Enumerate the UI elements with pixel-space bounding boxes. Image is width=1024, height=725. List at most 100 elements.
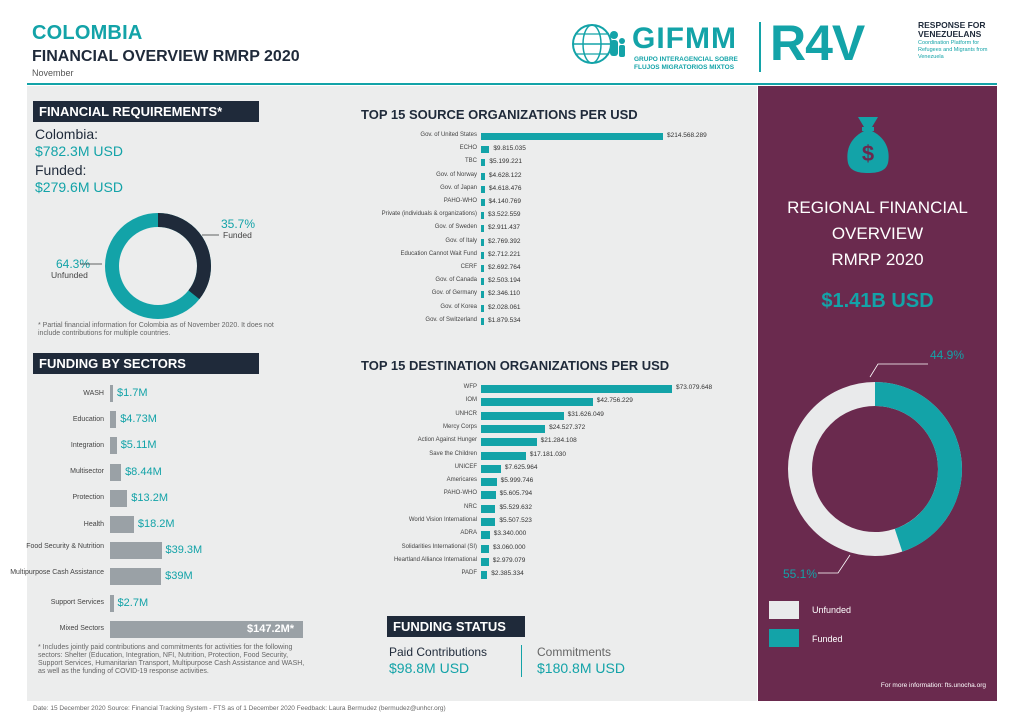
sector-label: WASH — [83, 389, 104, 397]
destination-value: $5.529.632 — [499, 503, 532, 511]
destination-value: $73.079.648 — [676, 384, 713, 391]
more-info-link[interactable]: For more information: fts.unocha.org — [880, 682, 986, 689]
colombia-unfunded-pct: 64.3% — [56, 257, 91, 271]
commitments-value: $180.8M USD — [537, 660, 625, 676]
source-label: PAHO-WHO — [443, 198, 477, 204]
financial-requirements-label: FINANCIAL REQUIREMENTS* — [33, 101, 259, 122]
r4v-logo-title: RESPONSE FOR VENEZUELANS — [918, 20, 986, 39]
regional-title-line-3: RMRP 2020 — [831, 250, 924, 269]
colombia-unfunded-word: Unfunded — [51, 270, 88, 280]
destination-label: ADRA — [460, 530, 477, 537]
source-label: Gov. of Canada — [435, 277, 477, 284]
source-bar — [481, 172, 485, 180]
header-divider — [27, 83, 997, 85]
source-label: Gov. of Italy — [445, 237, 477, 244]
funded-value: $279.6M USD — [35, 179, 123, 195]
regional-title-line-2: OVERVIEW — [831, 224, 924, 243]
destination-value: $5.507.523 — [499, 517, 532, 524]
source-value: $5.199.221 — [489, 158, 522, 166]
colombia-funding-donut — [105, 213, 211, 319]
source-label: CERF — [460, 264, 477, 270]
destination-label: Action Against Hunger — [417, 437, 477, 444]
sector-value: $2.7M — [117, 596, 149, 609]
sector-bar — [110, 594, 114, 612]
source-value: $214.568.289 — [667, 132, 707, 139]
source-label: Gov. of United States — [420, 132, 477, 138]
source-bar — [481, 251, 484, 259]
funded-label: Funded: — [35, 162, 87, 178]
source-value: $2.911.437 — [488, 224, 521, 232]
sector-value: $5.11M — [120, 439, 157, 452]
source-value: $2.769.392 — [488, 237, 521, 245]
source-label: Gov. of Korea — [440, 303, 477, 310]
destination-value: $7.625.964 — [504, 463, 538, 471]
sector-label: Multipurpose Cash Assistance — [10, 568, 104, 576]
destination-value: $3.060.000 — [492, 543, 526, 551]
regional-funding-donut — [788, 382, 962, 556]
requirements-note: * Partial financial information for Colo… — [38, 322, 274, 337]
source-label: Gov. of Norway — [436, 171, 477, 178]
source-bar — [481, 265, 484, 272]
legend-funded-swatch — [769, 629, 799, 647]
page-title: COLOMBIA — [32, 22, 143, 44]
destination-label: World Vision International — [408, 517, 477, 523]
source-value: $4.628.122 — [488, 171, 522, 179]
source-bar — [481, 199, 485, 206]
destination-bar — [481, 438, 537, 447]
colombia-funded-pct: 35.7% — [221, 217, 256, 231]
funding-by-sectors-label: FUNDING BY SECTORS — [33, 353, 259, 374]
source-value: $2.503.194 — [488, 277, 521, 285]
source-bar — [481, 317, 484, 325]
sector-value: $13.2M — [131, 491, 168, 504]
regional-value: $1.41B USD — [821, 290, 934, 312]
source-bar — [481, 133, 663, 140]
legend-unfunded-label: Unfunded — [812, 605, 852, 615]
source-value: $1.879.534 — [488, 316, 521, 324]
page-subtitle: FINANCIAL OVERVIEW RMRP 2020 — [32, 48, 300, 65]
legend-funded-label: Funded — [812, 634, 843, 644]
country-requirement-value: $782.3M USD — [35, 143, 123, 159]
sector-bar — [110, 463, 122, 481]
destination-bar — [481, 518, 496, 526]
sector-label: Integration — [70, 441, 104, 449]
destination-label: UNHCR — [455, 410, 477, 417]
source-label: Gov. of Germany — [431, 290, 477, 297]
logo-divider — [759, 22, 761, 72]
destination-label: Americares — [446, 477, 477, 484]
gifmm-globe-icon — [572, 24, 625, 64]
country-label: Colombia: — [35, 126, 99, 142]
sector-bar — [110, 411, 117, 429]
gifmm-logo-subtitle: GRUPO INTERAGENCIAL SOBRE FLUJOS MIGRATO… — [634, 56, 738, 71]
sector-bar — [110, 385, 113, 402]
destination-label: Save the Children — [429, 450, 477, 457]
source-value: $2.692.764 — [488, 264, 521, 271]
sector-value: $39M — [165, 570, 193, 583]
regional-title: REGIONAL FINANCIAL OVERVIEW RMRP 2020 — [758, 195, 997, 273]
funding-status-label: FUNDING STATUS — [387, 616, 525, 637]
destination-bar — [481, 464, 501, 473]
sector-label: Protection — [72, 494, 104, 502]
source-value: $2.712.221 — [488, 250, 521, 258]
source-value: $4.140.769 — [488, 198, 522, 205]
source-value: $2.028.061 — [488, 303, 521, 311]
source-bar — [481, 212, 484, 220]
destinations-title: TOP 15 DESTINATION ORGANIZATIONS PER USD — [361, 358, 670, 373]
destination-bar — [481, 451, 526, 460]
source-bar — [481, 291, 484, 299]
destination-label: UNICEF — [454, 463, 477, 470]
source-label: Private (individuals & organizations) — [381, 211, 477, 218]
r4v-logo-subtitle: Coordination Platform for Refugees and M… — [918, 40, 988, 60]
destination-label: PAHO-WHO — [443, 490, 477, 497]
source-bar — [481, 146, 490, 154]
source-label: Gov. of Japan — [440, 184, 477, 191]
sector-value: $18.2M — [137, 518, 175, 530]
sector-label: Support Services — [50, 599, 104, 607]
destination-bar — [481, 478, 497, 487]
regional-leader-lines — [818, 363, 928, 574]
sector-bar — [110, 489, 128, 507]
source-label: Gov. of Switzerland — [425, 316, 477, 323]
destination-bar — [481, 411, 564, 420]
destination-label: Solidarities International (SI) — [401, 543, 477, 550]
money-bag-icon: $ — [847, 117, 889, 173]
source-value: $4.618.476 — [488, 184, 522, 192]
